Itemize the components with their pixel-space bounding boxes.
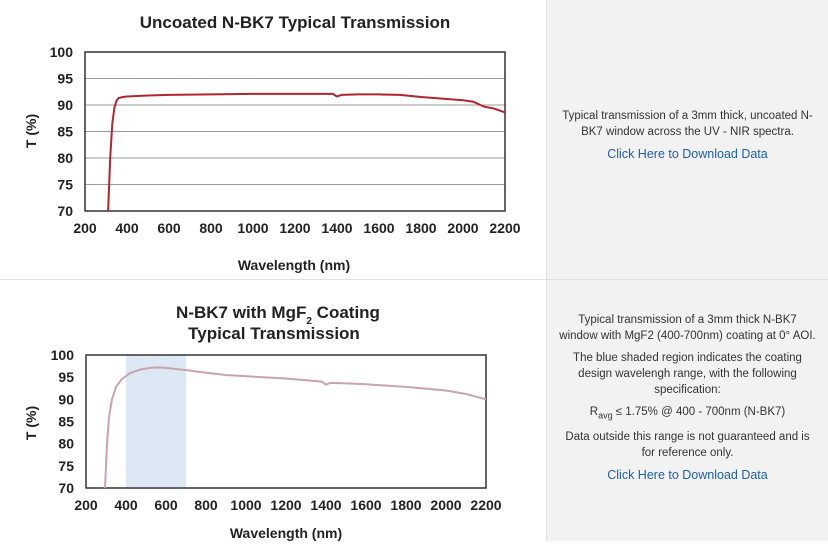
- shaded-region-note: The blue shaded region indicates the coa…: [573, 352, 802, 396]
- x-tick-label: 1200: [270, 497, 301, 513]
- download-data-link[interactable]: Click Here to Download Data: [607, 468, 768, 483]
- x-tick-label: 2000: [430, 497, 461, 513]
- x-tick-label: 400: [115, 220, 139, 236]
- x-tick-label: 1200: [279, 220, 310, 236]
- y-tick-label: 75: [57, 177, 73, 193]
- uncoated-transmission-chart: Uncoated N-BK7 Typical Transmission Wave…: [23, 13, 521, 273]
- x-axis-label: Wavelength (nm): [238, 257, 350, 273]
- chart-title-line2: Typical Transmission: [188, 324, 360, 343]
- description-panel-uncoated: Typical transmission of a 3mm thick, unc…: [546, 0, 828, 279]
- y-tick-label: 90: [58, 391, 74, 407]
- x-axis-label: Wavelength (nm): [230, 525, 342, 541]
- y-tick-label: 85: [57, 124, 73, 140]
- x-tick-label: 400: [114, 497, 138, 513]
- plot-frame: [85, 354, 487, 489]
- description-panel-mgf2: Typical transmission of a 3mm thick N-BK…: [546, 280, 828, 541]
- chart-cell-mgf2: N-BK7 with MgF2 Coating Typical Transmis…: [0, 280, 546, 541]
- description-text: Typical transmission of a 3mm thick N-BK…: [559, 314, 816, 342]
- plot-frame: [84, 51, 506, 212]
- coating-specification: Ravg ≤ 1.75% @ 400 - 700nm (N-BK7): [589, 406, 786, 421]
- y-axis-label: T (%): [23, 406, 39, 440]
- chart-title: Uncoated N-BK7 Typical Transmission: [140, 13, 450, 32]
- y-tick-label: 95: [58, 369, 74, 385]
- transmission-line: [104, 366, 487, 489]
- x-tick-label: 600: [154, 497, 178, 513]
- x-tick-label: 1800: [405, 220, 436, 236]
- x-tick-label: 2200: [489, 220, 520, 236]
- x-tick-label: 1400: [321, 220, 352, 236]
- x-tick-label: 1800: [390, 497, 421, 513]
- y-tick-label: 80: [57, 150, 73, 166]
- row-divider: [0, 279, 828, 280]
- coating-range-shade: [126, 355, 186, 488]
- x-tick-label: 200: [74, 497, 98, 513]
- chart-title-line1: N-BK7 with MgF2 Coating: [176, 303, 380, 327]
- transmission-line: [107, 92, 506, 212]
- y-tick-label: 90: [57, 97, 73, 113]
- x-tick-label: 1000: [237, 220, 268, 236]
- description-text: Typical transmission of a 3mm thick, unc…: [562, 110, 813, 138]
- x-tick-label: 1600: [363, 220, 394, 236]
- x-tick-label: 600: [157, 220, 181, 236]
- download-data-link[interactable]: Click Here to Download Data: [607, 147, 768, 161]
- y-axis-label: T (%): [23, 114, 39, 148]
- x-tick-label: 1400: [310, 497, 341, 513]
- x-tick-label: 2200: [470, 497, 501, 513]
- x-tick-label: 200: [73, 220, 97, 236]
- description-block: Typical transmission of a 3mm thick, unc…: [547, 108, 828, 163]
- mgf2-transmission-chart: N-BK7 with MgF2 Coating Typical Transmis…: [23, 303, 502, 541]
- y-tick-label: 95: [57, 71, 73, 87]
- disclaimer-text: Data outside this range is not guarantee…: [565, 431, 810, 460]
- description-block: Typical transmission of a 3mm thick N-BK…: [547, 312, 828, 484]
- y-tick-label: 75: [58, 458, 74, 474]
- chart-cell-uncoated: Uncoated N-BK7 Typical Transmission Wave…: [0, 0, 546, 279]
- y-tick-label: 100: [50, 44, 74, 60]
- y-tick-label: 100: [51, 347, 75, 363]
- y-tick-label: 80: [58, 436, 74, 452]
- x-tick-label: 800: [194, 497, 218, 513]
- y-tick-label: 70: [57, 203, 73, 219]
- x-tick-label: 1600: [350, 497, 381, 513]
- x-tick-label: 1000: [230, 497, 261, 513]
- y-tick-label: 85: [58, 414, 74, 430]
- y-tick-label: 70: [58, 480, 74, 496]
- x-tick-label: 2000: [447, 220, 478, 236]
- x-tick-label: 800: [199, 220, 223, 236]
